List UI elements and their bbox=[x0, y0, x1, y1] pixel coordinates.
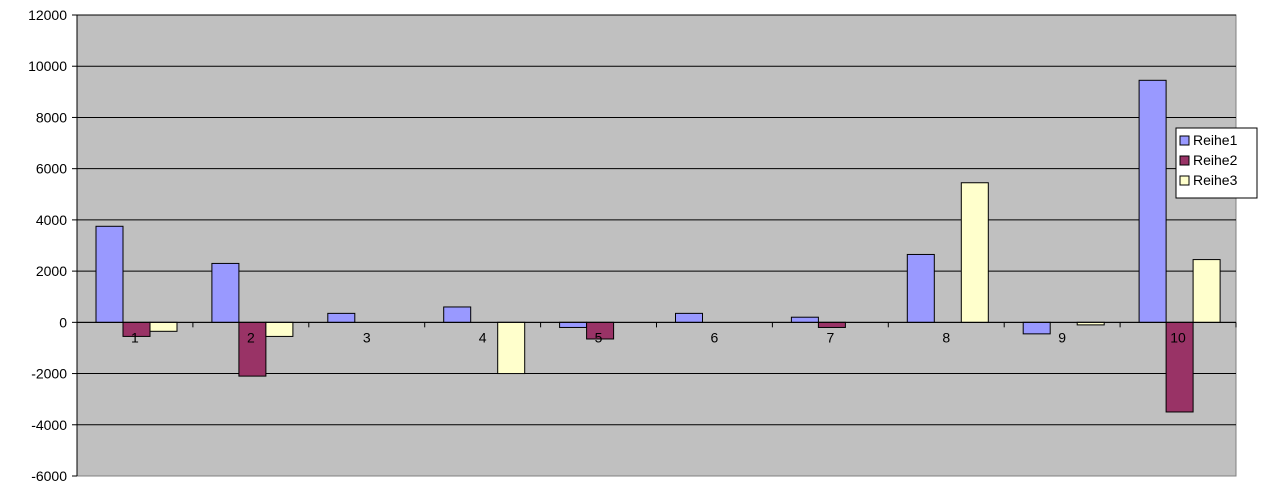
bar-reihe1-cat-10 bbox=[1138, 79, 1167, 323]
y-tick-label: 10000 bbox=[28, 58, 67, 74]
x-tick-label: 1 bbox=[131, 329, 139, 345]
bar-reihe3-cat-4 bbox=[497, 321, 526, 375]
x-tick-label: 3 bbox=[363, 329, 371, 345]
y-tick-label: 8000 bbox=[36, 109, 67, 125]
x-tick-label: 4 bbox=[479, 329, 487, 345]
x-tick-label: 2 bbox=[247, 329, 255, 345]
bar-reihe2-cat-10 bbox=[1165, 321, 1194, 413]
x-tick-label: 8 bbox=[942, 329, 950, 345]
plot-area bbox=[76, 14, 1237, 477]
bar-reihe3-cat-1 bbox=[149, 321, 178, 332]
bar-reihe3-cat-2 bbox=[265, 321, 294, 337]
bar-reihe1-cat-2 bbox=[211, 262, 240, 323]
x-tick-label: 6 bbox=[711, 329, 719, 345]
x-tick-label: 7 bbox=[826, 329, 834, 345]
bar-reihe1-cat-8 bbox=[906, 253, 935, 323]
x-tick-label: 9 bbox=[1058, 329, 1066, 345]
bar-reihe3-cat-8 bbox=[960, 182, 989, 323]
legend-swatch-reihe3 bbox=[1179, 175, 1190, 186]
legend-label-reihe3: Reihe3 bbox=[1193, 172, 1238, 188]
bar-reihe1-cat-4 bbox=[443, 306, 472, 323]
bar-reihe1-cat-5 bbox=[559, 321, 588, 328]
x-tick-label: 10 bbox=[1170, 329, 1186, 345]
y-tick-label: 12000 bbox=[28, 7, 67, 23]
axes bbox=[76, 15, 1237, 476]
x-tick-label: 5 bbox=[595, 329, 603, 345]
bar-reihe3-cat-10 bbox=[1192, 259, 1221, 323]
bar-reihe1-cat-1 bbox=[95, 225, 124, 323]
y-tick-label: 0 bbox=[59, 314, 67, 330]
legend-label-reihe2: Reihe2 bbox=[1193, 152, 1238, 168]
bar-reihe1-cat-7 bbox=[790, 316, 819, 323]
legend: Reihe1 Reihe2 Reihe3 bbox=[1175, 127, 1258, 199]
y-tick-label: -2000 bbox=[31, 366, 67, 382]
legend-swatch-reihe2 bbox=[1179, 155, 1190, 166]
y-tick-label: 2000 bbox=[36, 263, 67, 279]
bar-reihe1-cat-3 bbox=[327, 312, 356, 323]
bar-reihe1-cat-6 bbox=[675, 312, 703, 323]
y-axis-tick-labels: 12000 10000 8000 6000 4000 2000 0 -2000 -4000 -60… bbox=[28, 7, 77, 484]
y-tick-label: 4000 bbox=[36, 212, 67, 228]
bar-reihe2-cat-7 bbox=[817, 321, 846, 328]
y-tick-label: -6000 bbox=[31, 468, 67, 484]
y-tick-label: -4000 bbox=[31, 417, 67, 433]
y-tick-label: 6000 bbox=[36, 161, 67, 177]
legend-swatch-reihe1 bbox=[1179, 135, 1190, 146]
x-axis-tick-labels: 1 2 3 4 5 6 7 8 9 10 bbox=[131, 329, 1186, 345]
bar-reihe1-cat-9 bbox=[1022, 321, 1051, 335]
legend-label-reihe1: Reihe1 bbox=[1193, 132, 1238, 148]
bars bbox=[95, 79, 1221, 413]
